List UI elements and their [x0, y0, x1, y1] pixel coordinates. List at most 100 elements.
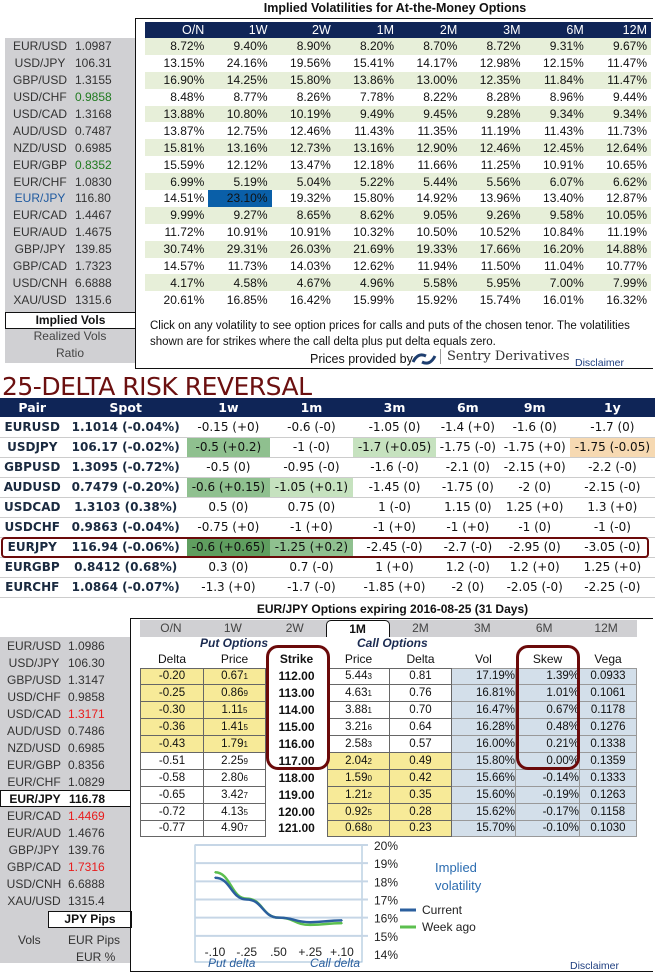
vol-cell[interactable]: 9.34%: [524, 105, 588, 123]
tenor-tab[interactable]: 6M: [535, 621, 553, 635]
call-price[interactable]: 0.680: [327, 819, 390, 838]
vol-cell[interactable]: 5.58%: [398, 274, 462, 292]
call-price[interactable]: 3.881: [327, 701, 390, 720]
vol-cell[interactable]: 13.47%: [290, 157, 331, 172]
vol-cell[interactable]: 7.99%: [587, 274, 651, 292]
vol-cell[interactable]: 11.25%: [480, 157, 521, 172]
vol-cell[interactable]: 15.92%: [416, 292, 458, 307]
vols-label[interactable]: Vols: [18, 933, 41, 947]
vol-cell[interactable]: 11.35%: [417, 123, 458, 138]
vol-cell[interactable]: 16.32%: [606, 292, 647, 307]
vol-cell[interactable]: 6.62%: [587, 173, 651, 191]
vol-cell[interactable]: 14.03%: [290, 259, 331, 274]
iv-pair-row[interactable]: EUR/CHF 1.0830: [5, 173, 135, 190]
iv-pair-row[interactable]: EUR/USD 1.0987: [5, 38, 135, 55]
vol-cell[interactable]: 10.80%: [208, 105, 272, 123]
vol-cell[interactable]: 10.32%: [353, 225, 394, 240]
vol-cell[interactable]: 10.91%: [290, 225, 331, 240]
iv-pair-row[interactable]: EUR/GBP 0.8352: [5, 156, 135, 173]
vol-cell[interactable]: 17.66%: [461, 240, 525, 258]
tenor-tab[interactable]: 1W: [223, 621, 242, 635]
vol-cell[interactable]: 8.77%: [233, 90, 268, 105]
vol-cell[interactable]: 5.19%: [208, 173, 272, 191]
vol-cell[interactable]: 16.90%: [145, 71, 209, 89]
tenor-tab[interactable]: O/N: [160, 621, 182, 635]
tab-realized-vols[interactable]: Realized Vols: [5, 329, 135, 346]
vol-cell[interactable]: 14.88%: [587, 240, 651, 258]
vol-cell[interactable]: 13.96%: [479, 191, 521, 206]
unit-eur-pips[interactable]: EUR Pips: [68, 933, 121, 947]
vol-cell[interactable]: 16.01%: [543, 292, 584, 307]
vol-cell[interactable]: 10.52%: [479, 225, 521, 240]
opt-pair-row[interactable]: USD/CNH 6.6888: [0, 875, 130, 892]
vol-cell[interactable]: 12.35%: [461, 71, 525, 89]
vol-cell[interactable]: 26.03%: [271, 240, 335, 258]
opt-pair-row[interactable]: XAU/USD 1315.4: [0, 892, 130, 909]
opt-pair-row[interactable]: EUR/AUD 1.4676: [0, 824, 130, 841]
vol-cell[interactable]: 10.84%: [543, 225, 584, 240]
tenor-tab[interactable]: 1M: [325, 620, 390, 637]
vol-cell[interactable]: 14.17%: [416, 56, 458, 71]
vol-cell[interactable]: 10.91%: [543, 157, 584, 172]
opt-pair-row[interactable]: EUR/CAD 1.4469: [0, 807, 130, 824]
vol-cell[interactable]: 15.81%: [145, 139, 209, 157]
vol-cell[interactable]: 15.80%: [353, 191, 394, 206]
iv-pair-row[interactable]: USD/CHF 0.9858: [5, 89, 135, 106]
vol-cell[interactable]: 30.74%: [145, 240, 209, 258]
iv-pair-row[interactable]: EUR/CAD 1.4467: [5, 207, 135, 224]
vol-cell[interactable]: 24.16%: [226, 56, 268, 71]
iv-pair-row[interactable]: USD/CNH 6.6888: [5, 274, 135, 291]
put-price[interactable]: 0.671: [203, 667, 266, 686]
vol-cell[interactable]: 19.32%: [290, 191, 331, 206]
vol-cell[interactable]: 12.73%: [271, 139, 335, 157]
vol-cell[interactable]: 9.26%: [461, 206, 525, 224]
vol-cell[interactable]: 9.40%: [208, 38, 272, 55]
vol-cell[interactable]: 13.15%: [163, 56, 205, 71]
tab-ratio[interactable]: Ratio: [5, 346, 135, 363]
call-price[interactable]: 1.212: [327, 785, 390, 804]
vol-cell[interactable]: 16.20%: [524, 240, 588, 258]
vol-cell[interactable]: 8.22%: [423, 90, 458, 105]
unit-eur-percent[interactable]: EUR %: [76, 950, 116, 964]
opt-pair-row[interactable]: USD/CHF 0.9858: [0, 688, 130, 705]
vol-cell[interactable]: 19.56%: [290, 56, 331, 71]
vol-cell[interactable]: 9.49%: [334, 105, 398, 123]
vol-cell[interactable]: 8.70%: [398, 38, 462, 55]
vol-cell[interactable]: 13.88%: [145, 105, 209, 123]
opt-pair-row[interactable]: EUR/JPY 116.78: [0, 790, 131, 807]
vol-cell[interactable]: 10.91%: [226, 225, 268, 240]
vol-cell[interactable]: 8.72%: [145, 38, 209, 55]
iv-pair-row[interactable]: GBP/USD 1.3155: [5, 72, 135, 89]
vol-cell[interactable]: 4.58%: [208, 274, 272, 292]
vol-cell[interactable]: 6.99%: [145, 173, 209, 191]
vol-cell[interactable]: 5.04%: [271, 173, 335, 191]
tenor-tab[interactable]: 12M: [594, 621, 618, 635]
call-price[interactable]: 2.583: [327, 735, 390, 753]
vol-cell[interactable]: 5.56%: [461, 173, 525, 191]
vol-cell[interactable]: 14.51%: [163, 191, 205, 206]
vol-cell[interactable]: 12.98%: [479, 56, 521, 71]
vol-cell[interactable]: 14.25%: [208, 71, 272, 89]
vol-cell[interactable]: 8.48%: [170, 90, 205, 105]
tenor-tab[interactable]: 2M: [412, 621, 429, 635]
vol-cell[interactable]: 10.77%: [606, 259, 647, 274]
call-price[interactable]: 2.042: [327, 751, 390, 770]
vol-cell[interactable]: 8.90%: [271, 38, 335, 55]
vol-cell[interactable]: 11.72%: [164, 225, 205, 240]
vol-cell[interactable]: 11.47%: [587, 71, 651, 89]
unit-jpy-pips[interactable]: JPY Pips: [48, 911, 132, 928]
vol-cell[interactable]: 7.00%: [524, 274, 588, 292]
vol-cell[interactable]: 13.16%: [334, 139, 398, 157]
vol-cell[interactable]: 11.47%: [607, 56, 647, 71]
opt-pair-row[interactable]: GBP/USD 1.3147: [0, 671, 130, 688]
vol-cell[interactable]: 9.34%: [587, 105, 651, 123]
put-price[interactable]: 4.135: [203, 802, 266, 821]
call-price[interactable]: 5.443: [327, 667, 390, 686]
vol-cell[interactable]: 16.85%: [226, 292, 268, 307]
iv-pair-row[interactable]: USD/JPY 106.31: [5, 55, 135, 72]
iv-pair-row[interactable]: EUR/AUD 1.4675: [5, 224, 135, 241]
vol-cell[interactable]: 11.84%: [524, 71, 588, 89]
call-price[interactable]: 3.216: [327, 718, 390, 737]
vol-cell[interactable]: 8.26%: [296, 90, 331, 105]
vol-cell[interactable]: 9.45%: [398, 105, 462, 123]
